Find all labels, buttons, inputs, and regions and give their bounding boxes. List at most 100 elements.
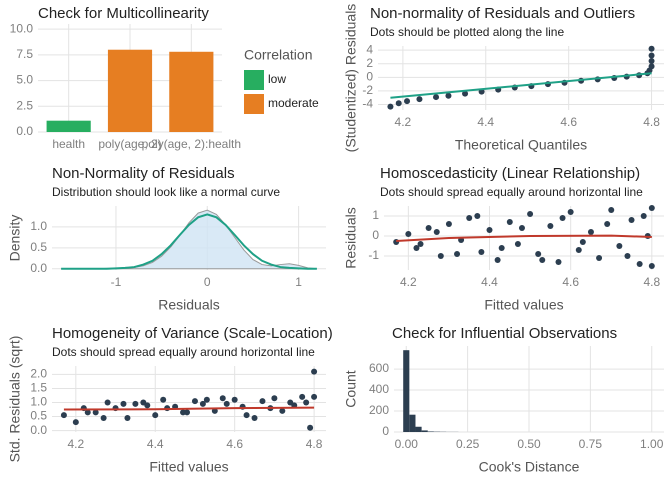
x-tick-label: health [52, 137, 85, 151]
point [425, 225, 432, 231]
x-tick-label: 0.50 [517, 437, 541, 451]
panel-title: Homogeneity of Variance (Scale-Location) [52, 325, 333, 342]
y-tick-label: 0 [366, 69, 373, 83]
point [84, 409, 91, 416]
point [395, 100, 402, 107]
y-tick-label: 0.0 [30, 423, 47, 437]
point [640, 213, 647, 219]
bar [107, 49, 153, 132]
point [648, 57, 655, 64]
x-tick-label: 4.8 [643, 115, 660, 129]
x-axis-label: Fitted values [484, 297, 563, 313]
point [547, 223, 554, 229]
panel-title: Non-Normality of Residuals [52, 165, 235, 182]
legend-label: low [268, 72, 286, 86]
trend-line [63, 406, 315, 411]
point [100, 414, 107, 421]
y-axis-label: Residuals [343, 207, 359, 268]
y-tick-label: 2 [366, 56, 373, 70]
point [433, 94, 440, 101]
y-axis-label: Density [7, 215, 23, 262]
trend-line [396, 234, 652, 242]
trend-line [390, 72, 652, 99]
point [124, 414, 131, 421]
x-tick-label: 4.2 [395, 115, 412, 129]
y-tick-label: 200 [369, 403, 389, 417]
legend-title: Correlation [244, 47, 312, 63]
point [535, 251, 542, 257]
x-axis-label: Residuals [158, 297, 219, 313]
y-tick-label: 0 [382, 424, 389, 438]
point [259, 398, 266, 405]
panel-subtitle: Dots should be plotted along the line [370, 25, 564, 39]
legend-label: moderate [268, 96, 319, 110]
y-tick-label: 1.0 [30, 219, 47, 233]
x-tick-label: 4.6 [226, 437, 243, 451]
point [579, 239, 586, 245]
y-tick-label: 2.5 [16, 98, 33, 112]
point [184, 409, 191, 416]
point [251, 414, 258, 421]
point [287, 399, 294, 406]
x-tick-label: 4.2 [400, 275, 417, 289]
point [518, 225, 525, 231]
point [648, 263, 655, 269]
x-tick-label: 0.00 [395, 437, 419, 451]
y-tick-label: -1 [368, 248, 379, 262]
density-area [61, 209, 317, 270]
bar [46, 120, 91, 132]
y-tick-label: 4 [366, 42, 373, 56]
point [494, 257, 501, 263]
x-tick-label: 1.00 [640, 437, 664, 451]
y-tick-label: 400 [369, 382, 389, 396]
panel-subtitle: Dots should spread equally around horizo… [380, 185, 643, 199]
y-tick-label: 7.5 [16, 47, 33, 61]
x-tick-label: 0.75 [579, 437, 603, 451]
point [636, 261, 643, 267]
x-tick-label: 0.25 [456, 437, 480, 451]
point [404, 98, 411, 105]
x-tick-label: 4.8 [643, 275, 660, 289]
point [506, 219, 513, 225]
point [405, 231, 412, 237]
point [299, 393, 306, 400]
point [72, 419, 79, 426]
point [433, 229, 440, 235]
x-tick-label: 4.2 [67, 437, 84, 451]
x-tick-label: 4.6 [562, 275, 579, 289]
point [203, 396, 210, 403]
histogram-bar [415, 426, 422, 432]
y-tick-label: 5.0 [16, 73, 33, 87]
normal-curve [61, 213, 317, 270]
point [587, 229, 594, 235]
point [466, 215, 473, 221]
x-tick-label: 4.4 [477, 115, 494, 129]
point [231, 396, 238, 403]
point [307, 424, 314, 431]
point [387, 103, 394, 110]
point [648, 52, 655, 59]
point [445, 221, 452, 227]
point [311, 393, 318, 400]
point [445, 92, 452, 99]
panel-subtitle: Distribution should look like a normal c… [52, 185, 280, 199]
y-axis-label: (Studentized) Residuals [343, 4, 359, 153]
point [539, 257, 546, 263]
point [628, 217, 635, 223]
point [140, 399, 147, 406]
y-tick-label: 10.0 [10, 21, 34, 35]
panel-title: Homoscedasticity (Linear Relationship) [380, 165, 640, 182]
point [648, 63, 655, 70]
histogram-bar [427, 431, 434, 432]
panel-subtitle: Dots should spread equally around horizo… [52, 345, 315, 359]
point [596, 255, 603, 261]
point [559, 215, 566, 221]
histogram-bar [409, 414, 416, 432]
y-tick-label: 0.0 [30, 261, 47, 275]
point [243, 412, 250, 419]
point [60, 412, 67, 419]
legend-swatch [244, 70, 264, 90]
point [219, 395, 226, 402]
point [271, 395, 278, 402]
